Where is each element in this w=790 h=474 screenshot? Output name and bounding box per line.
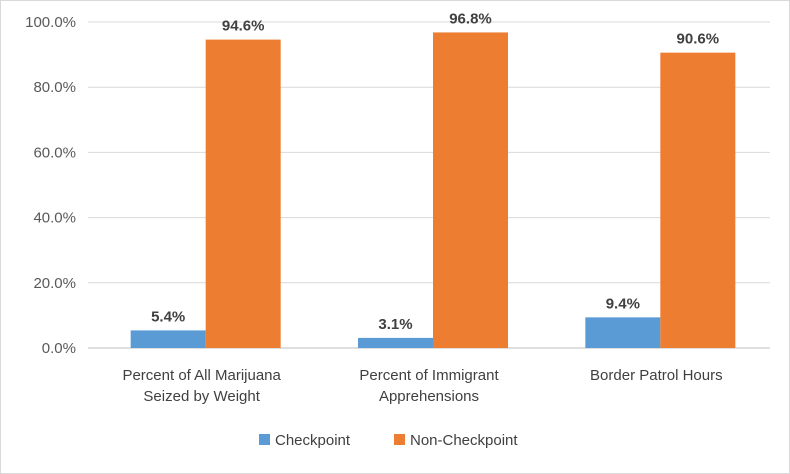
legend-swatch (259, 434, 270, 445)
x-category-label: Percent of All Marijuana (122, 367, 281, 384)
bar-checkpoint (130, 330, 206, 348)
data-label: 9.4% (606, 295, 640, 312)
bar-checkpoint (585, 317, 661, 348)
bar-non-checkpoint (660, 52, 736, 348)
legend: Checkpoint Non-Checkpoint (259, 432, 518, 449)
bar-non-checkpoint (205, 39, 281, 348)
x-category-label: Apprehensions (379, 388, 479, 405)
x-category-label: Seized by Weight (143, 388, 260, 405)
y-tick-label: 60.0% (33, 144, 76, 161)
data-label: 5.4% (151, 308, 185, 325)
x-category-label: Border Patrol Hours (590, 367, 723, 384)
data-label: 96.8% (449, 10, 492, 27)
x-category-label: Percent of Immigrant (359, 367, 499, 384)
y-tick-label: 20.0% (33, 275, 76, 292)
y-tick-label: 100.0% (25, 14, 76, 31)
data-label: 94.6% (222, 18, 265, 35)
y-tick-label: 0.0% (42, 340, 76, 357)
x-axis: Percent of All Marijuana Seized by Weight… (122, 367, 722, 405)
legend-label: Non-Checkpoint (410, 432, 518, 449)
y-tick-label: 40.0% (33, 210, 76, 227)
bars: 5.4% 94.6% 3.1% 96.8% 9.4% 90.6% (130, 10, 736, 348)
bar-checkpoint (358, 337, 433, 348)
data-label: 3.1% (378, 316, 412, 333)
legend-label: Checkpoint (275, 432, 351, 449)
bar-non-checkpoint (433, 32, 508, 348)
y-tick-label: 80.0% (33, 79, 76, 96)
y-axis: 0.0% 20.0% 40.0% 60.0% 80.0% 100.0% (25, 14, 76, 357)
legend-swatch (394, 434, 405, 445)
data-label: 90.6% (677, 31, 720, 48)
